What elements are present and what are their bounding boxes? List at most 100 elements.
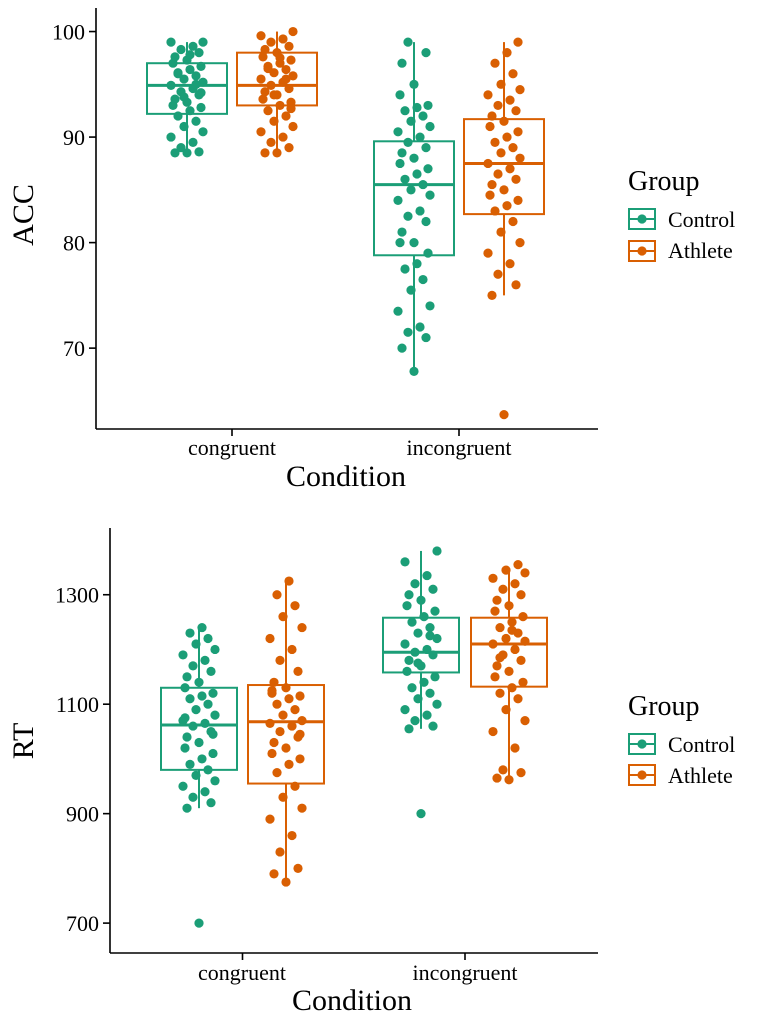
data-point — [516, 655, 526, 666]
rt-panel: 700 900 1100 1300 congruent incongruent Con… — [7, 528, 735, 1015]
rt-plot-marks — [160, 546, 548, 928]
data-point — [272, 768, 282, 778]
data-point — [511, 174, 521, 184]
data-point — [196, 88, 206, 98]
data-point — [166, 132, 176, 142]
data-point — [412, 259, 422, 269]
data-point — [406, 116, 416, 126]
data-point — [422, 644, 432, 655]
data-point — [490, 58, 500, 68]
data-point — [194, 677, 204, 687]
data-point — [191, 79, 201, 89]
data-point — [513, 37, 523, 47]
data-point — [495, 688, 505, 698]
data-point — [520, 568, 530, 578]
data-point — [490, 672, 500, 682]
data-point — [493, 169, 503, 179]
data-point — [265, 633, 275, 644]
rt-x-tick-label-congruent: congruent — [198, 960, 286, 985]
data-point — [422, 570, 432, 581]
acc-x-tick-label-congruent: congruent — [188, 435, 276, 460]
data-point — [397, 227, 407, 237]
data-point — [295, 691, 305, 701]
rt-series-control-incongruent — [382, 546, 460, 819]
rt-y-ticks: 700 900 1100 1300 — [55, 583, 466, 960]
data-point — [495, 622, 505, 633]
data-point — [185, 694, 195, 704]
data-point — [179, 92, 189, 102]
data-point — [395, 90, 405, 100]
data-point — [425, 688, 435, 698]
data-point — [265, 814, 275, 824]
data-point — [188, 721, 198, 731]
data-point — [412, 102, 422, 113]
data-point — [284, 576, 294, 586]
data-point — [501, 705, 511, 715]
data-point — [413, 628, 423, 638]
data-point — [432, 546, 442, 556]
acc-y-tick-label: 70 — [63, 336, 85, 361]
data-point — [166, 37, 176, 47]
data-point — [178, 650, 188, 660]
data-point — [507, 683, 517, 693]
data-point — [516, 590, 526, 600]
data-point — [483, 90, 493, 100]
data-point — [284, 759, 294, 769]
data-point — [492, 595, 502, 605]
acc-x-axis-title: Condition — [286, 460, 406, 493]
data-point — [188, 792, 198, 802]
data-point — [488, 726, 498, 737]
data-point — [191, 116, 201, 126]
data-point — [393, 195, 403, 205]
data-point — [502, 132, 512, 142]
data-point — [286, 55, 296, 65]
data-point — [393, 306, 403, 316]
data-point — [275, 847, 285, 857]
box — [463, 118, 545, 216]
data-point — [208, 688, 218, 698]
data-point — [485, 121, 495, 132]
data-point — [423, 164, 433, 174]
data-point — [410, 647, 420, 657]
data-point — [198, 127, 208, 137]
data-point — [490, 606, 500, 616]
data-point — [272, 699, 282, 709]
data-point — [263, 63, 273, 74]
data-point — [490, 137, 500, 147]
data-point — [504, 666, 514, 676]
data-point — [206, 798, 216, 808]
data-point — [275, 726, 285, 737]
data-point — [508, 69, 518, 79]
data-point — [416, 809, 426, 819]
data-point — [488, 573, 498, 583]
data-point — [407, 617, 417, 627]
data-point — [425, 631, 435, 641]
data-point — [403, 327, 413, 337]
data-point — [504, 601, 514, 611]
data-point — [425, 190, 435, 200]
data-point — [423, 100, 433, 111]
data-point — [272, 148, 282, 158]
rt-legend-key-control — [628, 733, 656, 755]
acc-legend: Group Control Athlete — [628, 166, 735, 263]
data-point — [404, 724, 414, 734]
legend-key-dot — [637, 214, 647, 224]
data-point — [487, 179, 497, 190]
acc-series-control-incongruent — [373, 37, 455, 376]
data-point — [173, 111, 183, 121]
data-point — [404, 655, 414, 666]
data-point — [488, 639, 498, 649]
data-point — [263, 106, 273, 116]
data-point — [432, 699, 442, 709]
data-point — [281, 64, 291, 75]
data-point — [176, 44, 186, 55]
data-point — [180, 743, 190, 753]
data-point — [185, 106, 195, 116]
acc-legend-key-control — [628, 208, 656, 230]
acc-plot-marks — [146, 26, 545, 420]
data-point — [513, 195, 523, 205]
data-point — [278, 34, 288, 44]
data-point — [412, 169, 422, 179]
data-point — [265, 718, 275, 728]
data-point — [267, 685, 277, 696]
